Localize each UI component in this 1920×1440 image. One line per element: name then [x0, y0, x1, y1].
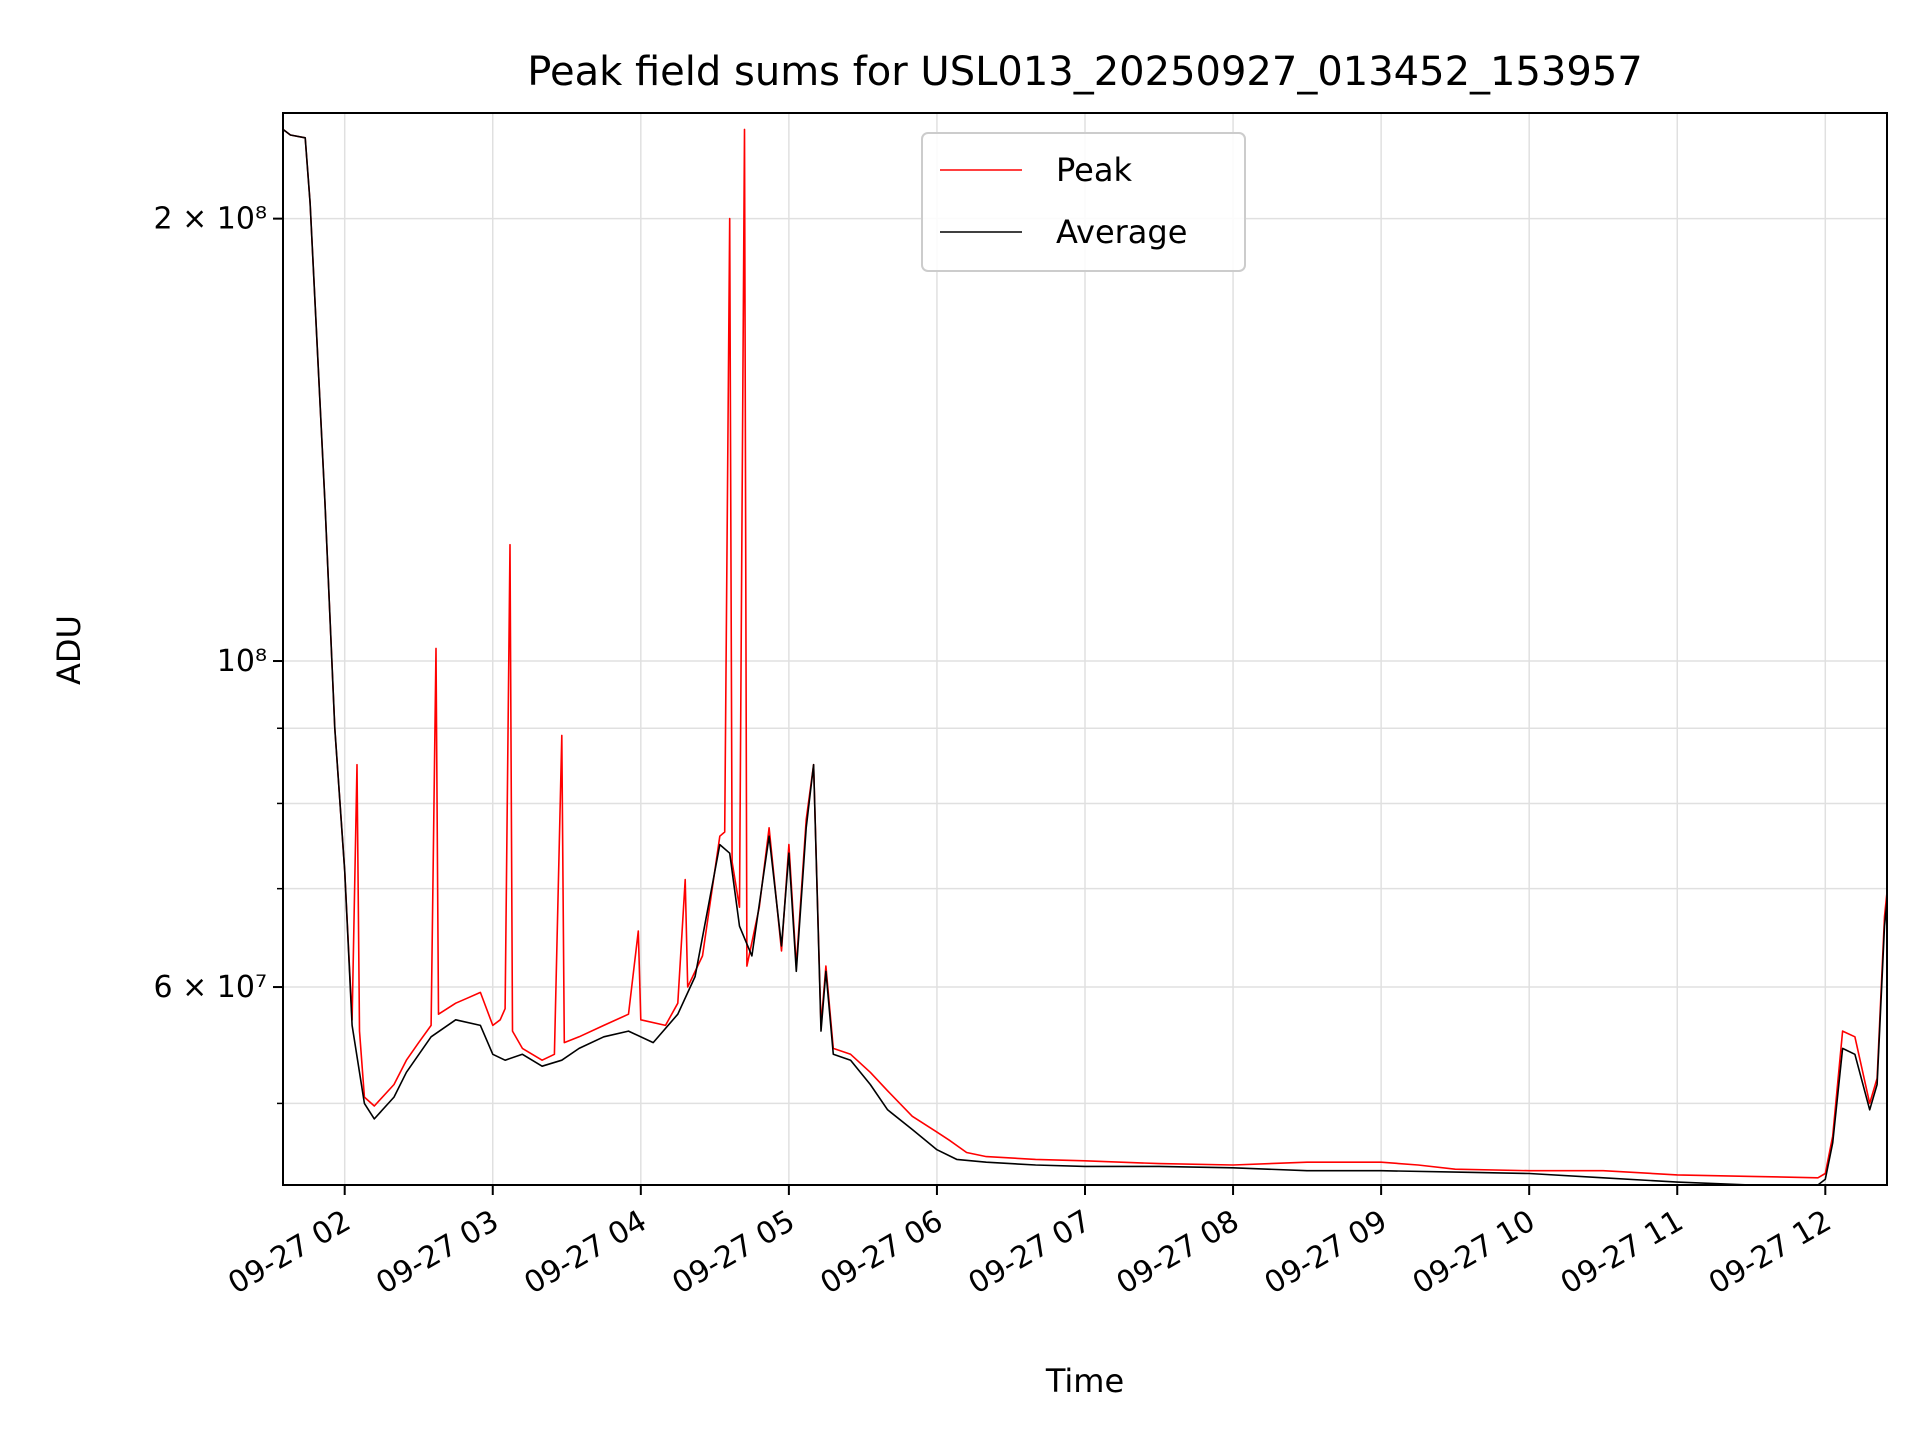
legend: Peak Average — [921, 132, 1246, 272]
x-axis: 09-27 02 09-27 03 09-27 04 09-27 05 09-27 06… — [222, 1185, 1837, 1301]
x-tick-label: 09-27 07 — [963, 1204, 1097, 1302]
x-tick-label: 09-27 05 — [667, 1204, 801, 1302]
y-axis-label: ADU — [50, 615, 88, 685]
x-tick-label: 09-27 12 — [1703, 1204, 1837, 1302]
y-tick-label: 6 × 10⁷ — [154, 970, 268, 1005]
y-tick-label: 2 × 10⁸ — [154, 202, 268, 237]
legend-label-peak: Peak — [1056, 151, 1132, 189]
plot-area — [283, 128, 1887, 1185]
x-tick-label: 09-27 03 — [370, 1204, 504, 1302]
grid — [283, 113, 1887, 1185]
x-tick-label: 09-27 02 — [222, 1204, 356, 1302]
x-tick-label: 09-27 11 — [1555, 1204, 1689, 1302]
x-tick-label: 09-27 08 — [1111, 1204, 1245, 1302]
x-tick-label: 09-27 09 — [1259, 1204, 1393, 1302]
y-tick-label: 10⁸ — [217, 644, 267, 679]
x-tick-label: 09-27 06 — [815, 1204, 949, 1302]
x-tick-label: 09-27 10 — [1407, 1204, 1541, 1302]
x-tick-label: 09-27 04 — [518, 1204, 652, 1302]
y-axis: 2 × 10⁸ 10⁸ 6 × 10⁷ — [154, 202, 283, 1105]
chart-title: Peak field sums for USL013_20250927_0134… — [527, 49, 1642, 95]
series-line-peak — [283, 128, 1887, 1179]
legend-label-average: Average — [1056, 213, 1187, 251]
legend-box — [921, 132, 1246, 272]
series-line-average — [283, 128, 1887, 1185]
x-axis-label: Time — [1045, 1362, 1124, 1400]
